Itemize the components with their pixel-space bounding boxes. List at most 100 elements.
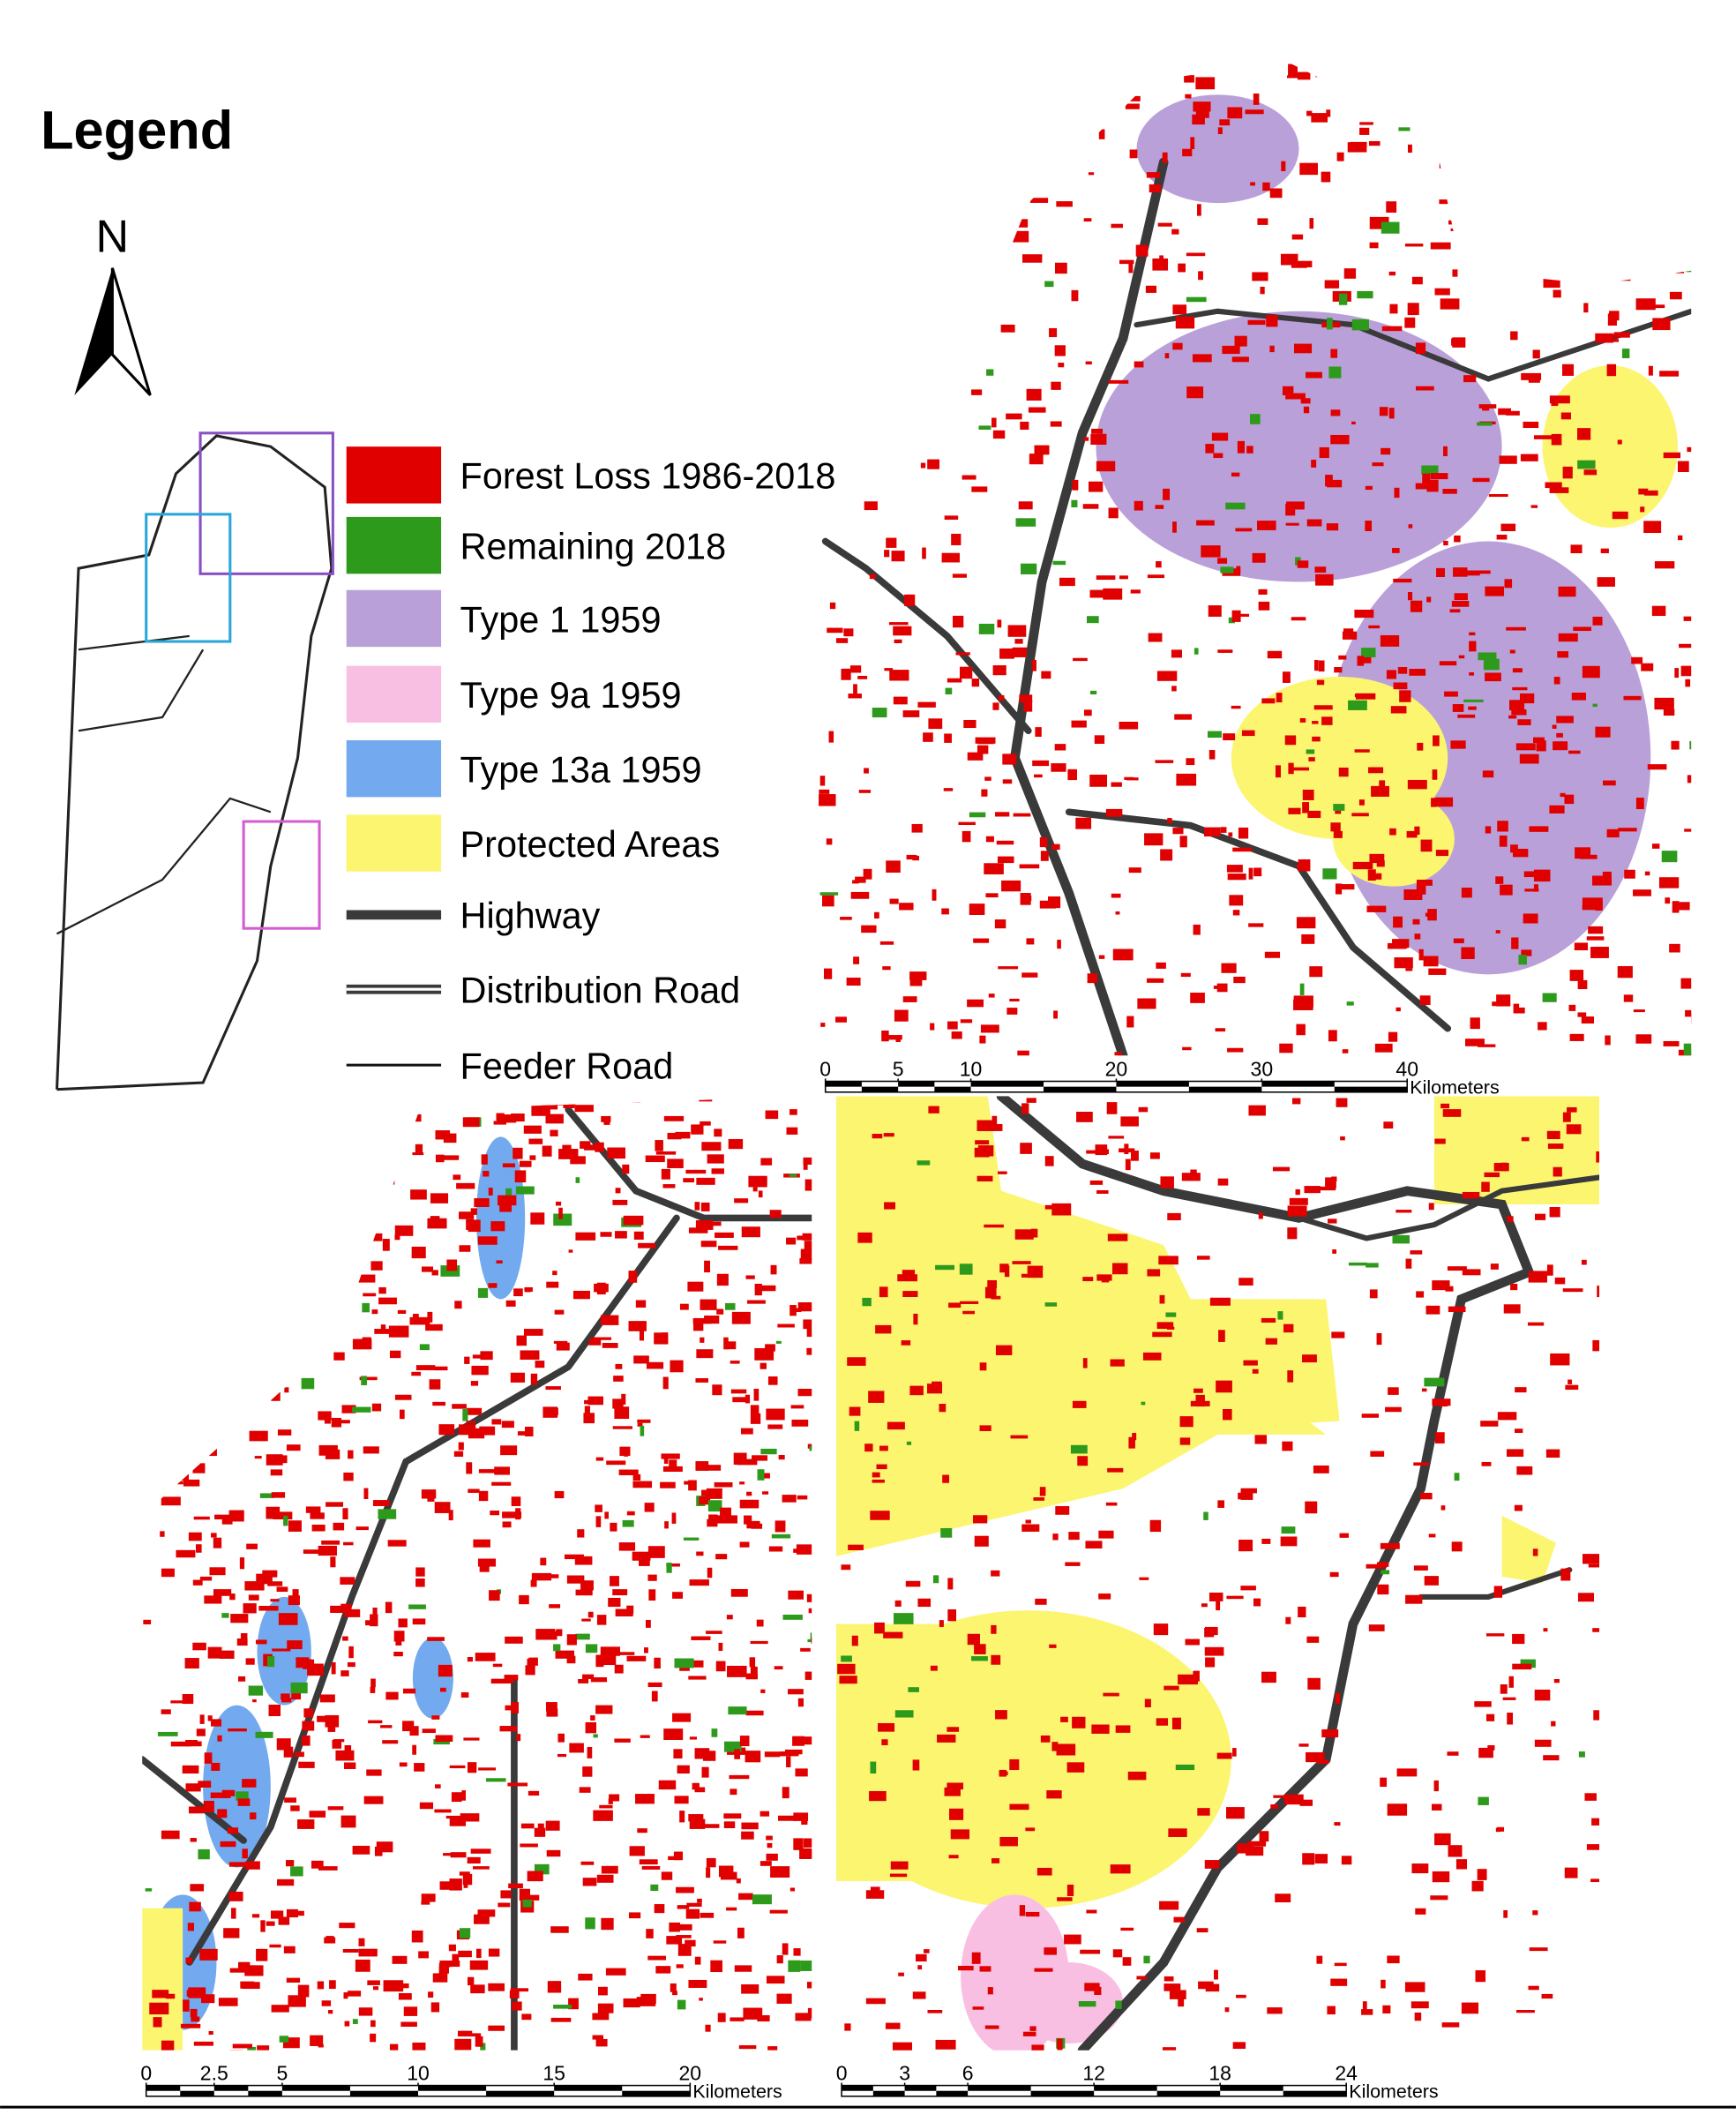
texture-patch bbox=[228, 1368, 243, 1379]
texture-patch bbox=[1450, 740, 1466, 749]
texture-patch bbox=[1351, 813, 1369, 817]
texture-patch bbox=[848, 1544, 864, 1550]
texture-patch bbox=[1583, 469, 1598, 476]
texture-patch bbox=[1439, 199, 1457, 205]
texture-patch bbox=[329, 1980, 336, 1990]
texture-patch bbox=[975, 138, 988, 145]
texture-patch bbox=[228, 1510, 244, 1522]
texture-patch bbox=[835, 638, 849, 643]
texture-patch bbox=[689, 1818, 706, 1829]
texture-patch bbox=[1044, 1156, 1054, 1166]
texture-patch bbox=[641, 1865, 661, 1870]
texture-patch bbox=[1190, 1169, 1197, 1179]
texture-patch bbox=[1348, 1262, 1367, 1266]
texture-patch bbox=[1072, 1400, 1087, 1408]
texture-patch bbox=[760, 1811, 770, 1817]
texture-patch bbox=[254, 1456, 262, 1459]
texture-patch bbox=[1566, 1124, 1582, 1135]
texture-patch bbox=[1663, 709, 1675, 716]
texture-patch bbox=[1510, 844, 1518, 853]
texture-patch bbox=[841, 1655, 852, 1662]
texture-patch bbox=[923, 732, 933, 742]
texture-patch bbox=[412, 2042, 426, 2051]
texture-patch bbox=[964, 270, 972, 275]
texture-patch bbox=[558, 1099, 576, 1106]
texture-patch bbox=[1430, 242, 1451, 250]
texture-patch bbox=[311, 1860, 324, 1869]
texture-patch bbox=[623, 1215, 644, 1226]
texture-patch bbox=[568, 1998, 579, 2010]
texture-patch bbox=[277, 1878, 295, 1886]
texture-patch bbox=[185, 1326, 191, 1333]
texture-patch bbox=[1172, 828, 1184, 835]
texture-patch bbox=[1103, 1692, 1119, 1697]
texture-patch bbox=[766, 1835, 773, 1841]
texture-patch bbox=[1119, 721, 1139, 730]
texture-patch bbox=[843, 628, 854, 637]
texture-patch bbox=[1006, 1008, 1018, 1015]
texture-patch bbox=[823, 356, 841, 364]
texture-patch bbox=[519, 1594, 529, 1605]
texture-patch bbox=[644, 1503, 655, 1512]
texture-patch bbox=[1085, 1541, 1103, 1548]
texture-patch bbox=[513, 1147, 523, 1159]
texture-patch bbox=[646, 1361, 664, 1369]
texture-patch bbox=[600, 1646, 621, 1656]
texture-patch bbox=[878, 259, 893, 269]
texture-patch bbox=[176, 1549, 196, 1558]
texture-patch bbox=[658, 1780, 677, 1790]
texture-patch bbox=[223, 1928, 240, 1938]
texture-patch bbox=[502, 1163, 515, 1168]
texture-patch bbox=[959, 666, 973, 679]
texture-patch bbox=[1683, 616, 1692, 621]
texture-patch bbox=[1416, 1291, 1425, 1298]
texture-patch bbox=[874, 911, 879, 919]
texture-patch bbox=[1030, 1228, 1038, 1238]
texture-patch bbox=[707, 1567, 713, 1578]
texture-patch bbox=[1613, 332, 1630, 338]
texture-patch bbox=[1252, 272, 1268, 281]
texture-patch bbox=[696, 1349, 714, 1359]
texture-patch bbox=[982, 110, 1001, 116]
texture-patch bbox=[595, 1705, 613, 1714]
texture-patch bbox=[504, 1675, 519, 1681]
texture-patch bbox=[1602, 871, 1612, 881]
texture-patch bbox=[441, 1155, 460, 1160]
texture-patch bbox=[752, 1758, 758, 1762]
texture-patch bbox=[685, 1908, 700, 1919]
texture-patch bbox=[427, 1218, 447, 1229]
texture-patch bbox=[384, 1173, 395, 1185]
texture-patch bbox=[1485, 826, 1492, 834]
texture-patch bbox=[600, 1232, 612, 1237]
texture-patch bbox=[1551, 433, 1562, 446]
texture-patch bbox=[1164, 1976, 1174, 1982]
texture-patch bbox=[1592, 1339, 1600, 1352]
texture-patch bbox=[655, 1151, 677, 1155]
texture-patch bbox=[819, 794, 836, 806]
texture-patch bbox=[1247, 319, 1266, 326]
texture-patch bbox=[700, 1337, 705, 1343]
texture-patch bbox=[948, 1302, 962, 1308]
texture-patch bbox=[799, 1257, 812, 1264]
texture-patch bbox=[1511, 937, 1519, 949]
texture-patch bbox=[917, 701, 936, 708]
texture-patch bbox=[1303, 406, 1310, 414]
texture-patch bbox=[1553, 1166, 1562, 1177]
texture-patch bbox=[1022, 254, 1043, 263]
texture-patch bbox=[1328, 1030, 1337, 1042]
texture-patch bbox=[1388, 271, 1396, 276]
texture-patch bbox=[462, 1873, 473, 1886]
texture-patch bbox=[421, 1893, 436, 1902]
texture-patch bbox=[1078, 2001, 1096, 2007]
texture-patch bbox=[866, 451, 872, 463]
texture-patch bbox=[286, 1860, 295, 1867]
texture-patch bbox=[1354, 749, 1370, 753]
texture-patch bbox=[398, 1992, 412, 2000]
texture-patch bbox=[352, 1338, 372, 1350]
texture-patch bbox=[776, 1955, 783, 1964]
texture-patch bbox=[1227, 107, 1243, 119]
texture-patch bbox=[266, 1656, 275, 1668]
texture-patch bbox=[1261, 1317, 1276, 1323]
texture-patch bbox=[347, 1661, 355, 1668]
texture-patch bbox=[701, 1766, 709, 1778]
